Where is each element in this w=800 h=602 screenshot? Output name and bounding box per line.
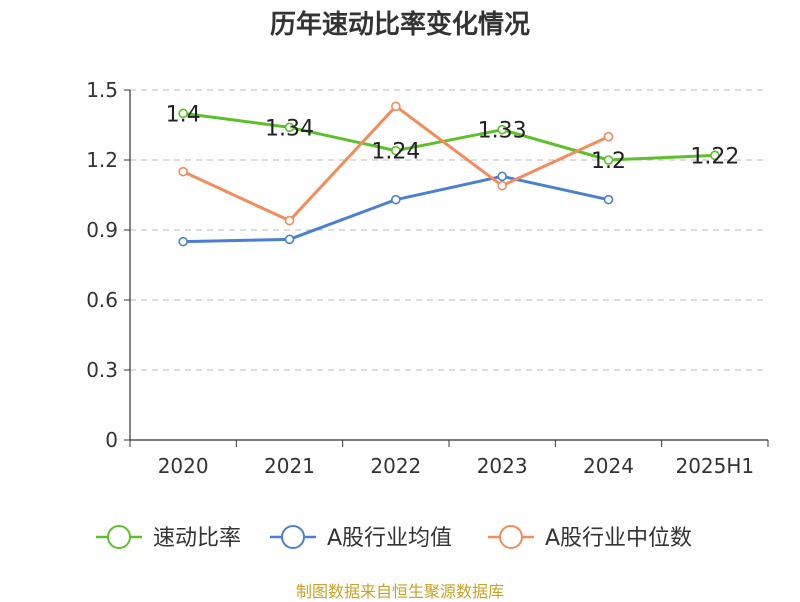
y-tick-label: 0.6 bbox=[86, 288, 118, 312]
data-point bbox=[391, 101, 401, 112]
data-point bbox=[178, 108, 188, 119]
data-point bbox=[178, 166, 188, 177]
series-line-1 bbox=[183, 174, 609, 244]
data-point bbox=[497, 124, 507, 135]
x-tick-label: 2020 bbox=[158, 454, 209, 478]
legend: 速动比率 A股行业均值 A股行业中位数 bbox=[96, 525, 692, 551]
data-label: 1.22 bbox=[690, 144, 739, 169]
y-tick-label: 0 bbox=[105, 428, 118, 452]
data-point bbox=[497, 180, 507, 191]
label-layer: 1.4 1.34 1.24 1.33 1.2 1.22 bbox=[166, 102, 740, 174]
x-tick-label: 2021 bbox=[264, 454, 315, 478]
legend-item-label: 速动比率 bbox=[153, 526, 241, 551]
data-point bbox=[391, 194, 401, 205]
data-point bbox=[603, 131, 614, 142]
x-tick-label: 2023 bbox=[477, 454, 528, 478]
legend-marker-icon bbox=[281, 525, 305, 549]
chart-title: 历年速动比率变化情况 bbox=[269, 10, 530, 40]
source-note: 制图数据来自恒生聚源数据库 bbox=[295, 582, 504, 601]
data-point bbox=[284, 122, 295, 133]
y-tick-label: 0.9 bbox=[86, 218, 118, 242]
series-layer bbox=[178, 101, 720, 247]
data-label: 1.33 bbox=[478, 119, 527, 144]
legend-item-label: A股行业中位数 bbox=[545, 526, 692, 551]
data-label: 1.2 bbox=[591, 149, 626, 174]
data-label: 1.4 bbox=[166, 102, 201, 127]
data-point bbox=[497, 171, 507, 182]
legend-marker-icon bbox=[107, 525, 131, 549]
x-tick-label: 2025H1 bbox=[675, 454, 754, 478]
data-point bbox=[710, 150, 720, 161]
data-label: 1.24 bbox=[371, 140, 420, 165]
data-point bbox=[178, 236, 188, 247]
series-line-0 bbox=[182, 111, 715, 162]
data-point bbox=[284, 215, 295, 226]
data-label: 1.34 bbox=[265, 116, 314, 141]
data-point bbox=[284, 234, 295, 245]
axis-layer: 0 0.3 0.6 0.9 1.2 1.5 2020 2021 2022 2023 2024 2025… bbox=[86, 78, 769, 478]
x-tick-label: 2024 bbox=[583, 454, 634, 478]
x-tick-label: 2022 bbox=[370, 454, 421, 478]
y-tick-label: 0.3 bbox=[86, 358, 118, 382]
legend-marker-icon bbox=[499, 525, 523, 549]
y-tick-label: 1.5 bbox=[86, 78, 118, 102]
data-point bbox=[603, 194, 614, 205]
grid-layer bbox=[130, 89, 768, 371]
data-point bbox=[603, 155, 614, 165]
legend-item-label: A股行业均值 bbox=[327, 526, 452, 551]
data-point bbox=[391, 145, 401, 156]
y-tick-label: 1.2 bbox=[86, 148, 118, 172]
